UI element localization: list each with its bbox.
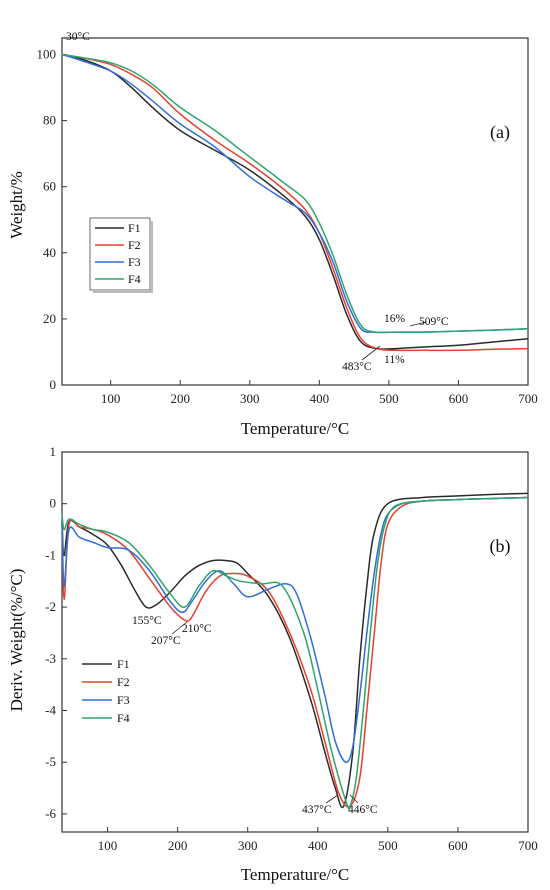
panel-a-series-f4-line [61, 53, 529, 334]
panel-a-y-tick-label: 0 [50, 377, 57, 392]
panel-a-x-tick-label: 200 [170, 391, 190, 406]
annotation-437c: 437°C [302, 804, 332, 816]
panel-a-series-f2-line [61, 53, 529, 352]
panel-a-legend-box [89, 217, 151, 291]
panel-b-series-f1-line [61, 492, 529, 809]
panel-a-y-tick-label: 100 [37, 47, 57, 62]
panel-b: 100 200 300 400 500 600 700 -6 -5 -4 -3 -2 -1 0 1 Tem… [7, 444, 538, 884]
annotation-210c: 210°C [182, 623, 212, 635]
annotation-16-percent: 16% [384, 313, 406, 325]
panel-b-x-tick-label: 200 [168, 838, 188, 853]
panel-a-x-tick-label: 600 [449, 391, 469, 406]
legend-b-label-f2: F2 [117, 675, 130, 689]
panel-a-x-tick-label: 500 [379, 391, 399, 406]
annotation-155c: 155°C [132, 615, 162, 627]
panel-b-x-tick-label: 400 [308, 838, 328, 853]
annotation-509c: 509°C [419, 316, 449, 328]
panel-b-y-tick-label: -4 [45, 703, 56, 718]
panel-b-legend: F1 F2 F3 F4 [82, 657, 130, 725]
panel-a-y-tick-label: 40 [43, 245, 56, 260]
annotation-207c: 207°C [151, 635, 181, 647]
legend-a-label-f1: F1 [128, 221, 141, 235]
panel-a-x-tick-label: 100 [101, 391, 121, 406]
legend-a-label-f2: F2 [128, 238, 141, 252]
panel-a-y-tick-label: 80 [43, 113, 56, 128]
panel-a-label: (a) [490, 122, 510, 143]
panel-b-y-ticks: -6 -5 -4 -3 -2 -1 0 1 [45, 444, 67, 821]
annotation-509c-leader [409, 321, 427, 327]
panel-b-series-f3-line [61, 496, 529, 764]
legend-b-label-f4: F4 [117, 711, 130, 725]
panel-b-x-tick-label: 300 [238, 838, 258, 853]
panel-a-legend-shadow-bottom [93, 290, 153, 293]
panel-a-y-axis-title: Weight/% [7, 171, 26, 239]
panel-b-y-tick-label: 1 [50, 444, 57, 459]
annotation-207c-leader [171, 621, 188, 635]
panel-b-x-ticks: 100 200 300 400 500 600 700 [98, 827, 538, 853]
panel-a-y-tick-label: 20 [43, 311, 56, 326]
legend-b-label-f1: F1 [117, 657, 130, 671]
panel-b-label: (b) [490, 536, 511, 557]
panel-a-y-ticks: 0 20 40 60 80 100 [37, 47, 67, 392]
annotation-446c-leader [349, 794, 359, 804]
panel-a-y-tick-label: 60 [43, 179, 56, 194]
panel-b-x-tick-label: 100 [98, 838, 118, 853]
panel-a-x-axis-title: Temperature/°C [241, 419, 350, 438]
panel-b-y-tick-label: -2 [45, 599, 56, 614]
panel-a: 100 200 300 400 500 600 700 0 20 40 60 80 100 Tempe… [7, 31, 538, 438]
annotation-446c: 446°C [348, 804, 378, 816]
panel-b-y-tick-label: -5 [45, 754, 56, 769]
annotation-483c: 483°C [342, 361, 372, 373]
panel-b-series-f4-line [61, 496, 529, 810]
legend-a-label-f3: F3 [128, 255, 141, 269]
annotation-11-percent: 11% [384, 354, 405, 366]
legend-a-label-f4: F4 [128, 272, 141, 286]
panel-a-x-tick-label: 300 [240, 391, 260, 406]
panel-b-x-axis-title: Temperature/°C [241, 865, 350, 884]
annotation-30c: 30°C [66, 31, 90, 43]
panel-a-series-f1-line [61, 53, 529, 350]
panel-b-series-f2-line [61, 496, 529, 808]
panel-a-series-lines [61, 53, 529, 352]
panel-a-x-tick-label: 400 [310, 391, 330, 406]
panel-b-y-tick-label: -6 [45, 806, 56, 821]
panel-b-y-axis-title: Deriv. Weight(%/°C) [7, 569, 26, 712]
panel-a-legend-shadow [150, 221, 153, 293]
panel-b-x-tick-label: 600 [448, 838, 468, 853]
panel-a-x-ticks: 100 200 300 400 500 600 700 [101, 380, 538, 406]
panel-a-frame [61, 37, 529, 386]
panel-b-y-tick-label: -1 [45, 547, 56, 562]
panel-b-frame [61, 451, 529, 833]
annotation-437c-leader [325, 794, 339, 804]
panel-b-series-lines [61, 492, 529, 810]
panel-b-y-tick-label: -3 [45, 651, 56, 666]
panel-b-y-tick-label: 0 [50, 496, 57, 511]
panel-a-x-tick-label: 700 [518, 391, 538, 406]
panel-b-x-tick-label: 500 [378, 838, 398, 853]
panel-b-x-tick-label: 700 [518, 838, 538, 853]
legend-b-label-f3: F3 [117, 693, 130, 707]
annotation-483c-leader [361, 345, 381, 361]
panel-a-legend: F1 F2 F3 F4 [89, 217, 153, 293]
